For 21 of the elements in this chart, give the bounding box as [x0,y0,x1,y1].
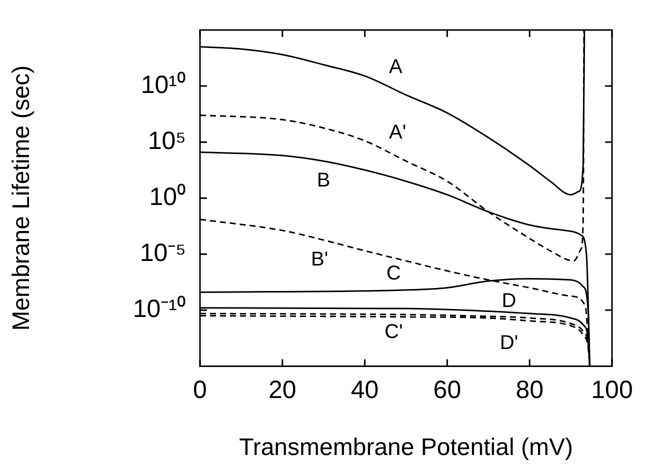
y-tick-label: 10⁻⁵ [140,239,186,268]
x-tick-label: 0 [193,376,207,404]
y-tick-label: 10¹⁰ [140,70,186,99]
series-label: B [316,170,330,192]
y-tick-label: 10⁻¹⁰ [132,295,186,324]
x-tick-label: 20 [268,376,296,404]
series-label: A [388,56,403,78]
x-tick-label: 60 [433,376,462,404]
series-label: D [502,290,516,312]
x-axis-title: Transmembrane Potential (mV) [239,434,573,462]
series-label: B' [311,248,328,271]
series-label: D' [500,332,518,354]
series-label: A' [389,122,406,144]
x-tick-label: 80 [516,376,544,404]
series-label: C' [384,321,403,344]
series-label: C [386,262,401,285]
y-tick-label: 10⁰ [149,182,186,211]
y-tick-label: 10⁵ [148,126,186,155]
y-axis-title: Membrane Lifetime (sec) [8,65,36,331]
x-tick-label: 40 [350,376,379,404]
x-tick-label: 100 [591,376,633,404]
